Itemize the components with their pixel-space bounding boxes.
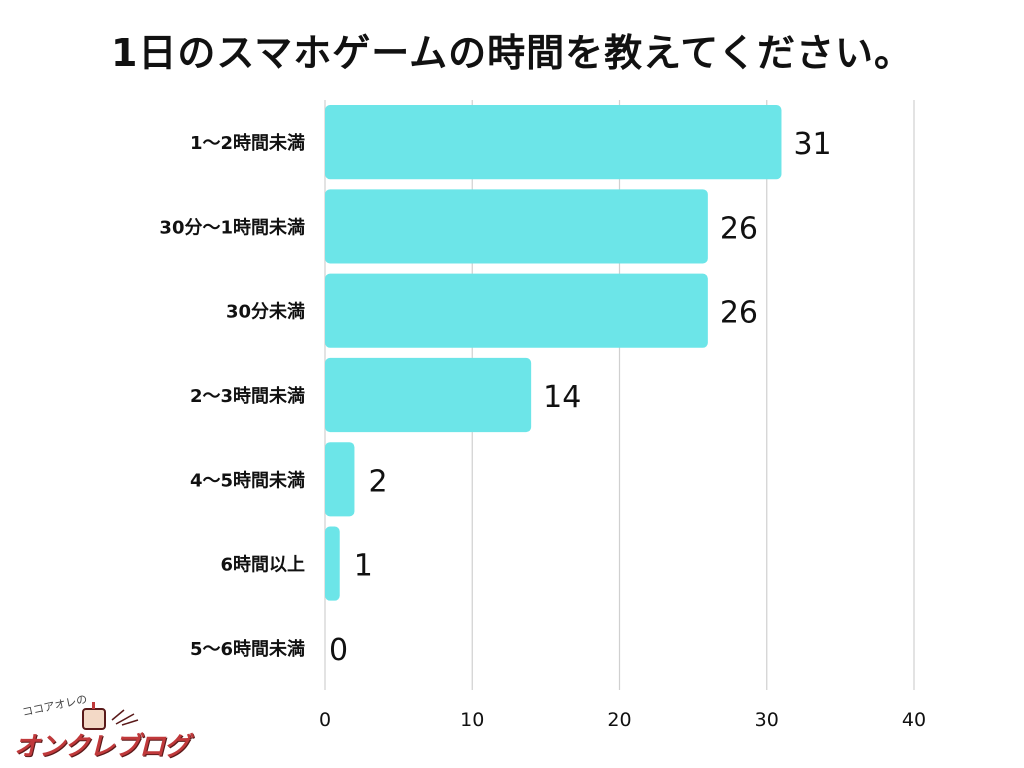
y-category-label: 4〜5時間未満 <box>190 469 305 491</box>
y-category-label: 30分〜1時間未満 <box>159 216 305 238</box>
bar <box>325 526 340 601</box>
data-label: 2 <box>368 464 387 499</box>
y-category-label: 1〜2時間未満 <box>190 132 305 154</box>
data-label: 14 <box>543 380 581 415</box>
data-label: 0 <box>329 633 348 668</box>
bar <box>325 105 782 180</box>
x-tick-label: 40 <box>902 709 926 731</box>
logo-title: オンクレブログ <box>14 732 190 762</box>
site-logo: ココアオレの オンクレブログ <box>10 693 210 766</box>
bar <box>325 189 708 264</box>
y-category-label: 5〜6時間未満 <box>190 638 305 660</box>
x-tick-label: 30 <box>755 709 779 731</box>
data-label: 26 <box>720 211 758 246</box>
data-label: 31 <box>793 127 831 162</box>
data-label: 1 <box>354 549 373 584</box>
y-category-label: 6時間以上 <box>220 555 305 576</box>
x-tick-label: 0 <box>319 709 331 731</box>
bar <box>325 442 355 517</box>
bar <box>325 357 532 433</box>
bar <box>325 273 708 348</box>
y-category-label: 2〜3時間未満 <box>190 385 305 407</box>
y-category-label: 30分未満 <box>226 301 305 323</box>
x-tick-label: 10 <box>460 709 484 731</box>
data-label: 26 <box>720 296 758 331</box>
x-tick-label: 20 <box>607 709 631 731</box>
chart-title: 1日のスマホゲームの時間を教えてください。 <box>110 31 914 75</box>
robot-icon <box>82 702 106 730</box>
sparkle-lines-icon <box>111 709 139 726</box>
